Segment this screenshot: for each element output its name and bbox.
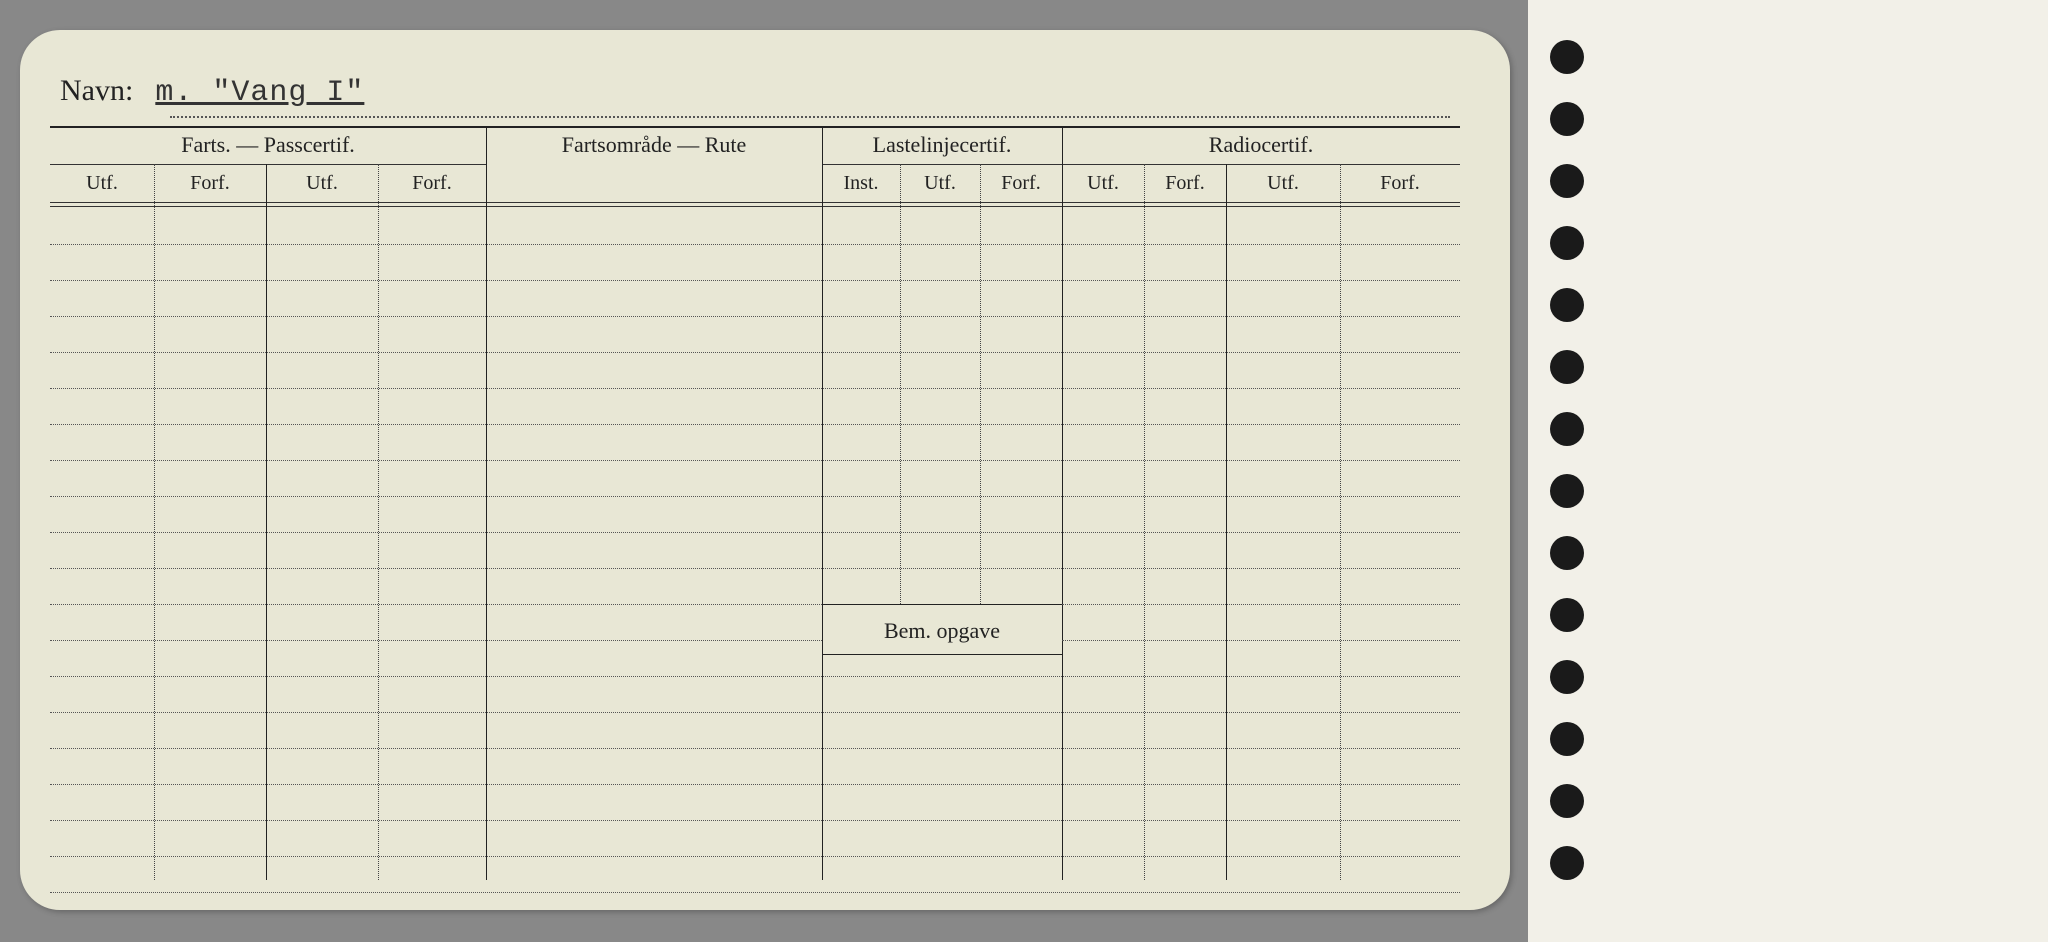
dotted-row: [50, 856, 1460, 857]
dotted-row: [50, 640, 822, 641]
dotted-row: [50, 712, 1460, 713]
dotted-row: [50, 676, 1460, 677]
subhead-radio-forf2: Forf.: [1340, 164, 1460, 202]
dotted-row: [50, 388, 1460, 389]
punch-hole: [1550, 846, 1584, 880]
table: Farts. — Passcertif. Fartsområde — Rute …: [50, 126, 1460, 880]
bem-box-bottom-rule: [822, 654, 1062, 655]
vline-radio-d2: [1340, 164, 1341, 880]
navn-value: m. "Vang I": [155, 76, 364, 110]
vline-sec-2: [822, 126, 823, 880]
dotted-row: [50, 784, 1460, 785]
vline-radio-d1: [1144, 164, 1145, 880]
punch-hole: [1550, 350, 1584, 384]
vline-sec-3: [1062, 126, 1063, 880]
subhead-radio-forf1: Forf.: [1144, 164, 1226, 202]
bem-box-top-rule: [822, 604, 1062, 605]
subhead-farts-forf2: Forf.: [378, 164, 486, 202]
dotted-row: [50, 424, 1460, 425]
punch-hole: [1550, 474, 1584, 508]
subhead-farts-forf1: Forf.: [154, 164, 266, 202]
dotted-row: [50, 244, 1460, 245]
navn-row: Navn: m. "Vang I": [60, 74, 1450, 124]
punch-hole: [1550, 412, 1584, 446]
dotted-row: [50, 460, 1460, 461]
index-card: Navn: m. "Vang I" Farts. — Passcertif. F…: [20, 30, 1510, 910]
dotted-row: [1062, 640, 1460, 641]
navn-label: Navn:: [60, 74, 133, 107]
dotted-row: [50, 532, 1460, 533]
punch-hole: [1550, 226, 1584, 260]
binder-strip: [1528, 0, 2048, 942]
subhead-laste-forf: Forf.: [980, 164, 1062, 202]
punch-hole: [1550, 288, 1584, 322]
dotted-row: [50, 316, 1460, 317]
dotted-row: [50, 496, 1460, 497]
dotted-row: [50, 568, 1460, 569]
subhead-radio-utf2: Utf.: [1226, 164, 1340, 202]
dotted-row: [50, 748, 1460, 749]
punch-hole: [1550, 784, 1584, 818]
subhead-farts-utf2: Utf.: [266, 164, 378, 202]
section-header-radio: Radiocertif.: [1062, 126, 1460, 164]
punch-hole: [1550, 102, 1584, 136]
vline-farts-d2: [378, 164, 379, 880]
subhead-laste-inst: Inst.: [822, 164, 900, 202]
dotted-row: [50, 352, 1460, 353]
punch-hole: [1550, 722, 1584, 756]
double-rule-1: [50, 202, 1460, 203]
dotted-row: [50, 892, 1460, 893]
dotted-row: [1062, 604, 1460, 605]
section-header-farts-pass: Farts. — Passcertif.: [50, 126, 486, 164]
vline-radio-mid: [1226, 164, 1227, 880]
vline-laste-d1: [900, 164, 901, 604]
section-header-fartsomrade: Fartsområde — Rute: [486, 126, 822, 164]
punch-hole: [1550, 40, 1584, 74]
vline-farts-d1: [154, 164, 155, 880]
punch-hole: [1550, 660, 1584, 694]
dotted-row: [50, 604, 822, 605]
section-header-lastelinje: Lastelinjecertif.: [822, 126, 1062, 164]
subhead-radio-utf1: Utf.: [1062, 164, 1144, 202]
subhead-laste-utf: Utf.: [900, 164, 980, 202]
punch-hole: [1550, 164, 1584, 198]
vline-farts-mid: [266, 164, 267, 880]
punch-hole: [1550, 536, 1584, 570]
double-rule-2: [50, 206, 1460, 207]
subhead-farts-utf1: Utf.: [50, 164, 154, 202]
navn-dotted-line: [170, 116, 1450, 118]
dotted-row: [50, 820, 1460, 821]
punch-hole: [1550, 598, 1584, 632]
vline-sec-1: [486, 126, 487, 880]
bem-opgave-label: Bem. opgave: [822, 618, 1062, 644]
dotted-row: [50, 280, 1460, 281]
vline-laste-d2: [980, 164, 981, 604]
